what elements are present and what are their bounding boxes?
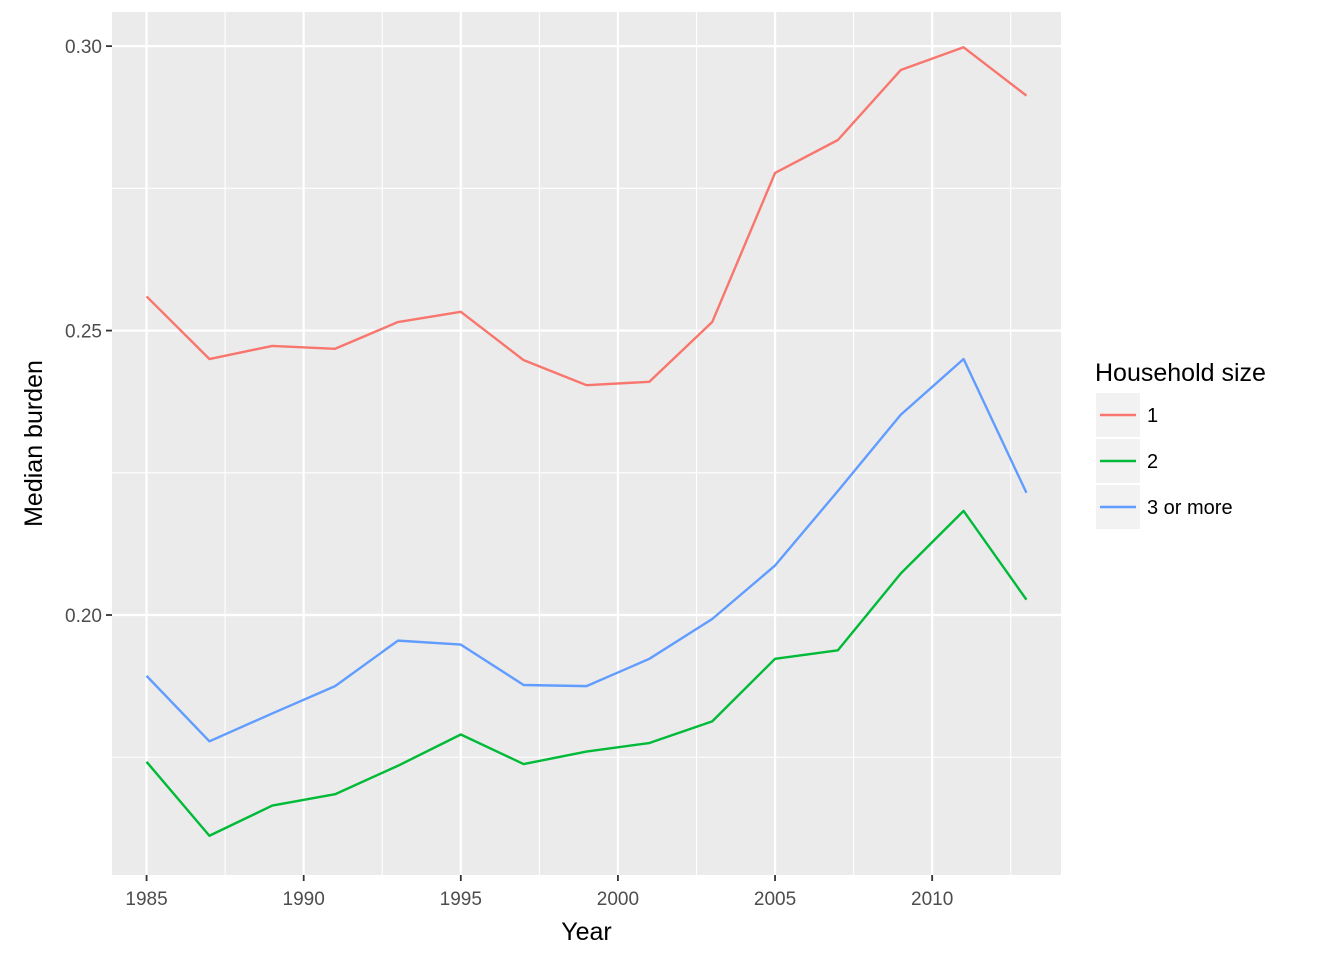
x-axis-title: Year <box>561 918 612 946</box>
y-tick-label: 0.30 <box>65 37 102 58</box>
grid-lines <box>112 12 1061 875</box>
series-lines <box>145 46 1028 837</box>
legend-label: 1 <box>1147 405 1158 427</box>
axes: 0.20 0.25 0.30 1985 1990 1995 2000 2005 2010 <box>65 37 953 910</box>
legend-label: 2 <box>1147 451 1158 473</box>
x-tick-label: 1990 <box>283 889 325 910</box>
x-tick-label: 1985 <box>125 889 167 910</box>
legend: Household size 1 2 3 or more <box>1095 359 1266 529</box>
x-tick-label: 2010 <box>911 889 953 910</box>
legend-label: 3 or more <box>1147 497 1233 519</box>
series-line-1 <box>145 46 1028 387</box>
x-tick-label: 2005 <box>754 889 796 910</box>
series-line-2 <box>145 509 1028 837</box>
y-tick-label: 0.25 <box>65 322 102 343</box>
plot-panel <box>112 12 1061 875</box>
y-tick-label: 0.20 <box>65 606 102 627</box>
panel-background <box>112 12 1061 875</box>
x-tick-label: 2000 <box>597 889 639 910</box>
y-axis-title: Median burden <box>20 360 48 527</box>
series-line-3 <box>145 357 1028 743</box>
legend-title: Household size <box>1095 359 1266 387</box>
x-tick-label: 1995 <box>440 889 482 910</box>
